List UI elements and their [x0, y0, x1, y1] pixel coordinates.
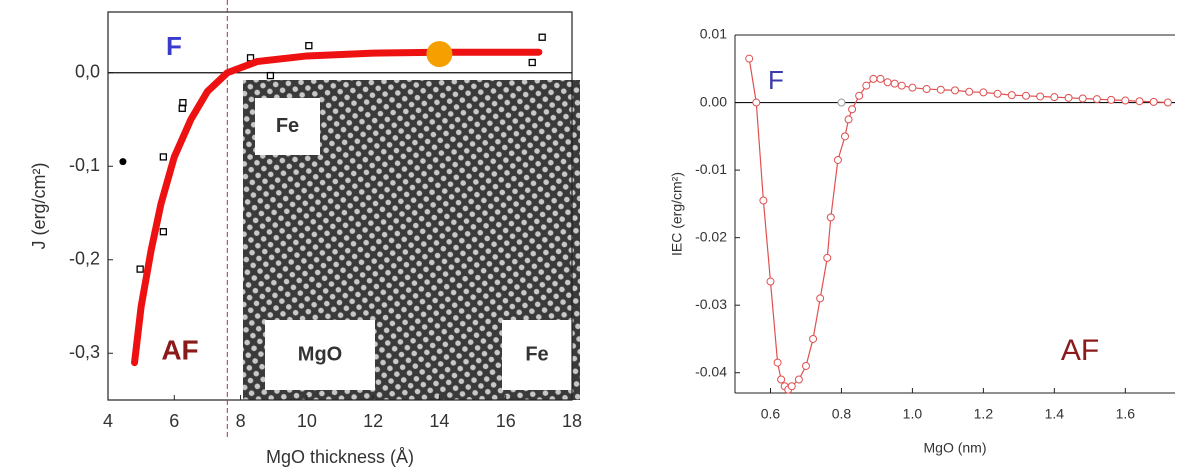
- data-point: [826, 213, 835, 222]
- data-point: [844, 115, 853, 124]
- data-point: [305, 42, 313, 50]
- data-point: [766, 277, 775, 286]
- data-point: [759, 196, 768, 205]
- y-tick-label: -0,1: [69, 155, 100, 175]
- x-axis-title: MgO thickness (Å): [266, 447, 414, 467]
- data-point: [809, 334, 818, 343]
- inset-label-box: [265, 320, 375, 390]
- annotation: AF: [161, 334, 198, 365]
- y-tick-label: -0.03: [695, 296, 727, 312]
- annotation: F: [768, 65, 784, 95]
- data-point: [837, 98, 846, 107]
- x-tick-label: 1.6: [1116, 406, 1136, 422]
- y-tick-label: 0.01: [700, 26, 727, 42]
- y-axis-title: J (erg/cm²): [29, 163, 49, 250]
- data-point: [773, 358, 782, 367]
- x-axis-title: MgO (nm): [924, 440, 987, 456]
- data-point: [1007, 91, 1016, 100]
- inset-label: Fe: [276, 115, 299, 137]
- data-point: [965, 87, 974, 96]
- data-point: [801, 361, 810, 370]
- data-point: [179, 99, 187, 107]
- plot-frame: [107, 11, 573, 401]
- data-point: [816, 294, 825, 303]
- x-tick-label: 18: [562, 411, 582, 431]
- y-tick-label: -0,3: [69, 342, 100, 362]
- y-tick-label: 0.00: [700, 93, 727, 109]
- y-tick-label: -0,2: [69, 249, 100, 269]
- x-tick-label: 6: [169, 411, 179, 431]
- data-point: [159, 228, 167, 236]
- data-point: [1078, 94, 1087, 103]
- data-point: [890, 79, 899, 88]
- data-point: [794, 375, 803, 384]
- data-point: [979, 88, 988, 97]
- x-tick-label: 4: [103, 411, 113, 431]
- data-point: [922, 85, 931, 94]
- data-point: [855, 91, 864, 100]
- data-point: [833, 155, 842, 164]
- inset-label: Fe: [525, 343, 548, 365]
- data-point: [745, 54, 754, 63]
- x-tick-label: 1.2: [974, 406, 994, 422]
- data-point: [883, 78, 892, 87]
- inset-label: MgO: [298, 343, 342, 365]
- data-point: [1163, 98, 1172, 107]
- y-tick-label: -0.01: [695, 161, 727, 177]
- x-tick-label: 12: [363, 411, 383, 431]
- y-tick-label: -0.02: [695, 228, 727, 244]
- x-tick-label: 10: [297, 411, 317, 431]
- inset-label-box: [502, 320, 572, 390]
- x-tick-label: 14: [429, 411, 449, 431]
- data-point: [159, 153, 167, 161]
- x-tick-label: 1.4: [1045, 406, 1065, 422]
- data-point: [1050, 93, 1059, 102]
- x-tick-label: 8: [236, 411, 246, 431]
- data-point: [993, 89, 1002, 98]
- data-point: [823, 253, 832, 262]
- data-point: [841, 132, 849, 141]
- x-tick-label: 0.8: [832, 406, 852, 422]
- data-point: [777, 375, 786, 384]
- data-point: [1064, 93, 1073, 102]
- y-tick-label: -0.04: [695, 363, 727, 379]
- data-point: [1092, 95, 1101, 104]
- data-point: [266, 71, 275, 80]
- data-point: [538, 33, 546, 41]
- data-point: [897, 81, 906, 90]
- data-point: [869, 74, 878, 83]
- data-point: [848, 105, 857, 114]
- data-point: [1021, 91, 1030, 100]
- curve: [131, 48, 543, 367]
- data-point: [752, 98, 761, 107]
- annotation: F: [166, 31, 182, 61]
- inset-label-box: [255, 98, 320, 155]
- data-point: [119, 158, 127, 166]
- data-point: [908, 83, 917, 92]
- data-point: [876, 74, 885, 83]
- data-point: [787, 382, 796, 391]
- data-point: [1149, 97, 1158, 106]
- x-tick-label: 16: [496, 411, 516, 431]
- data-point: [862, 81, 871, 90]
- data-point: [951, 86, 959, 95]
- data-point: [1135, 97, 1144, 106]
- data-point: [528, 58, 536, 67]
- data-point: [936, 85, 945, 94]
- x-tick-label: 0.6: [761, 406, 781, 422]
- highlight-point: [426, 41, 453, 68]
- data-point: [1036, 92, 1045, 101]
- annotation: AF: [1061, 334, 1099, 367]
- data-point: [1107, 95, 1116, 104]
- data-point: [1121, 96, 1130, 105]
- data-point: [136, 265, 144, 273]
- y-tick-label: 0,0: [75, 62, 100, 82]
- y-axis-title: IEC (erg/cm²): [669, 172, 685, 256]
- x-tick-label: 1.0: [903, 406, 923, 422]
